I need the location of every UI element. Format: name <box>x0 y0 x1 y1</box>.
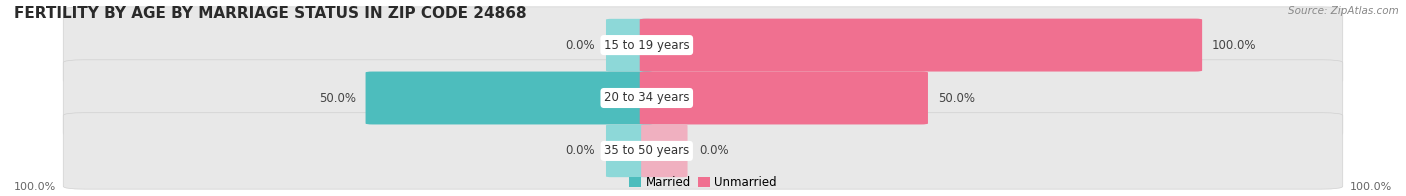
FancyBboxPatch shape <box>63 7 1343 83</box>
Text: 20 to 34 years: 20 to 34 years <box>605 92 689 104</box>
Text: 15 to 19 years: 15 to 19 years <box>605 39 689 52</box>
Text: FERTILITY BY AGE BY MARRIAGE STATUS IN ZIP CODE 24868: FERTILITY BY AGE BY MARRIAGE STATUS IN Z… <box>14 6 527 21</box>
FancyBboxPatch shape <box>63 113 1343 189</box>
Text: 100.0%: 100.0% <box>14 182 56 192</box>
FancyBboxPatch shape <box>640 72 928 124</box>
Text: 100.0%: 100.0% <box>1350 182 1392 192</box>
FancyBboxPatch shape <box>606 125 652 177</box>
Legend: Married, Unmarried: Married, Unmarried <box>624 172 782 194</box>
Text: 0.0%: 0.0% <box>699 144 728 157</box>
Text: 35 to 50 years: 35 to 50 years <box>605 144 689 157</box>
Text: 50.0%: 50.0% <box>319 92 356 104</box>
Text: 100.0%: 100.0% <box>1212 39 1257 52</box>
Text: 0.0%: 0.0% <box>565 39 595 52</box>
Text: 0.0%: 0.0% <box>565 144 595 157</box>
Text: 50.0%: 50.0% <box>938 92 974 104</box>
FancyBboxPatch shape <box>366 72 654 124</box>
FancyBboxPatch shape <box>641 125 688 177</box>
Text: Source: ZipAtlas.com: Source: ZipAtlas.com <box>1288 6 1399 16</box>
FancyBboxPatch shape <box>63 60 1343 136</box>
FancyBboxPatch shape <box>640 19 1202 72</box>
FancyBboxPatch shape <box>606 19 652 71</box>
